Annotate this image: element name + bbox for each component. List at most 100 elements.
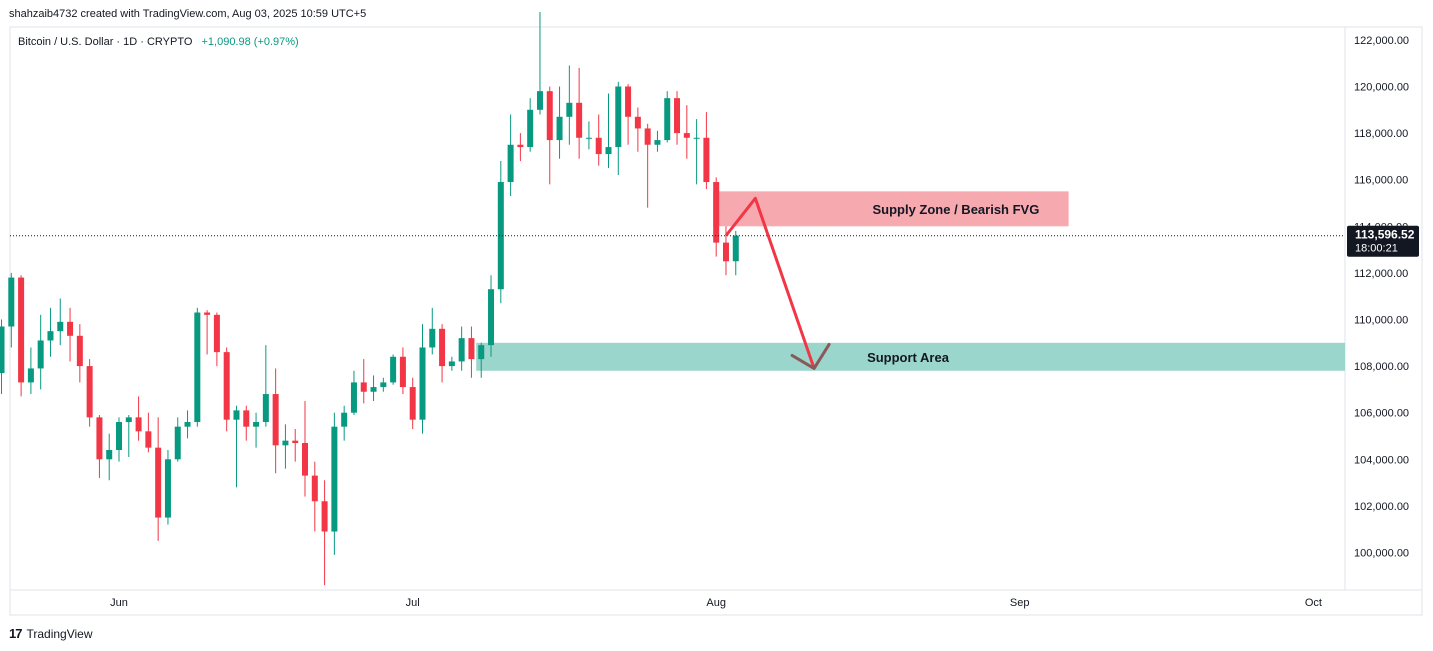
candle[interactable] [243, 405, 250, 441]
candle-body [497, 182, 504, 290]
candle[interactable] [370, 375, 377, 402]
candle[interactable] [341, 405, 348, 441]
candle[interactable] [654, 130, 661, 152]
candle-body [27, 368, 34, 383]
candle[interactable] [213, 312, 220, 367]
candle[interactable] [164, 449, 171, 525]
candle[interactable] [556, 86, 563, 159]
price-tick-label: 102,000.00 [1354, 501, 1409, 513]
time-axis[interactable]: Jun Jul Aug Sep Oct [110, 597, 1322, 609]
candle[interactable] [282, 424, 289, 469]
support-zone[interactable] [476, 342, 1346, 371]
candle-body [86, 366, 93, 418]
candle[interactable] [57, 298, 64, 346]
candle[interactable] [458, 326, 465, 371]
candle[interactable] [546, 86, 553, 185]
candle-body [253, 422, 260, 427]
candle[interactable] [429, 307, 436, 355]
projection-path [724, 196, 816, 369]
candle[interactable] [380, 377, 387, 392]
candle[interactable] [125, 415, 132, 457]
candle[interactable] [155, 417, 162, 541]
candle[interactable] [683, 105, 690, 159]
candle[interactable] [302, 401, 309, 497]
candle[interactable] [507, 114, 514, 197]
candle[interactable] [595, 114, 602, 166]
candle[interactable] [664, 91, 671, 143]
candle[interactable] [488, 275, 495, 357]
candle-body [517, 144, 524, 148]
candle[interactable] [272, 368, 279, 474]
candle[interactable] [253, 412, 260, 448]
candle[interactable] [497, 161, 504, 304]
candle[interactable] [47, 307, 54, 357]
candle-body [76, 335, 83, 367]
price-tick-label: 118,000.00 [1354, 128, 1408, 140]
candle[interactable] [174, 417, 181, 462]
candle[interactable] [674, 91, 681, 145]
candle[interactable] [517, 133, 524, 162]
candle[interactable] [615, 81, 622, 176]
candle[interactable] [27, 347, 34, 395]
candle[interactable] [527, 98, 534, 152]
candle[interactable] [8, 272, 15, 348]
candle[interactable] [331, 412, 338, 555]
candle[interactable] [350, 370, 357, 416]
candle[interactable] [184, 410, 191, 439]
time-tick-label: Jul [406, 597, 420, 609]
candle[interactable] [732, 230, 739, 276]
candle[interactable] [399, 347, 406, 395]
candle[interactable] [703, 112, 710, 190]
candle[interactable] [262, 345, 269, 427]
candle[interactable] [409, 377, 416, 430]
candle[interactable] [566, 65, 573, 145]
candle[interactable] [194, 307, 201, 427]
candle[interactable] [311, 461, 318, 532]
chart-border [9, 26, 1423, 616]
candle[interactable] [86, 359, 93, 427]
supply-zone[interactable] [713, 191, 1069, 227]
candle[interactable] [0, 319, 5, 395]
candle[interactable] [360, 359, 367, 404]
candle[interactable] [468, 326, 475, 378]
candle[interactable] [76, 324, 83, 383]
price-axis[interactable]: 122,000.00 120,000.00 118,000.00 116,000.00… [1354, 35, 1409, 560]
price-tick-label: 106,000.00 [1354, 408, 1409, 420]
candle-body [527, 109, 534, 148]
candle[interactable] [576, 67, 583, 159]
candle[interactable] [292, 429, 299, 462]
candle[interactable] [204, 310, 211, 355]
candle-body [262, 394, 269, 423]
candle[interactable] [67, 307, 74, 362]
candle[interactable] [18, 275, 25, 397]
candle[interactable] [448, 356, 455, 371]
candle[interactable] [478, 342, 485, 378]
candle[interactable] [585, 121, 592, 150]
candle[interactable] [536, 11, 543, 115]
candle[interactable] [419, 324, 426, 434]
candle[interactable] [135, 396, 142, 441]
candle-body [615, 86, 622, 148]
supply-zone-label: Supply Zone / Bearish FVG [872, 202, 1039, 217]
candle[interactable] [37, 314, 44, 390]
candle[interactable] [96, 415, 103, 478]
candle[interactable] [625, 84, 632, 145]
candle[interactable] [713, 177, 720, 257]
candle[interactable] [321, 480, 328, 586]
candle-body [556, 116, 563, 141]
candle[interactable] [223, 347, 230, 432]
candle-body [585, 137, 592, 139]
candle[interactable] [106, 433, 113, 481]
candle[interactable] [693, 119, 700, 185]
candle[interactable] [390, 354, 397, 385]
candle[interactable] [233, 405, 240, 488]
candle[interactable] [145, 412, 152, 453]
candle[interactable] [634, 107, 641, 152]
candle[interactable] [644, 123, 651, 208]
candle[interactable] [116, 417, 122, 462]
candle[interactable] [605, 93, 612, 169]
candle[interactable] [439, 324, 446, 383]
price-tick-label: 116,000.00 [1354, 175, 1408, 187]
